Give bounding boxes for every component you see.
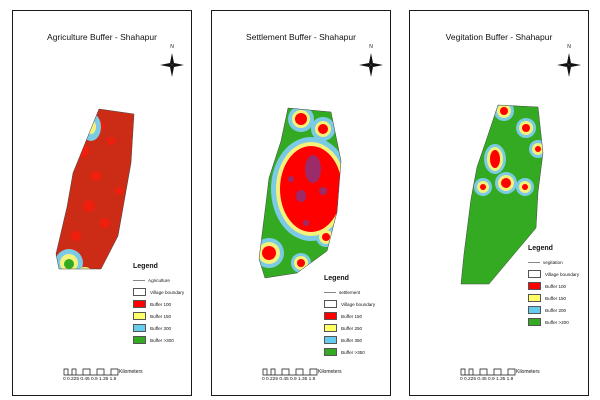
compass-rose-icon (160, 53, 184, 77)
scale-bar-graphic (63, 368, 119, 376)
legend-item: Buffer >350 (324, 346, 375, 358)
agriculture-patches (71, 122, 123, 241)
scale-bar: Kilometers 0 0.225 0.45 0.9 1.35 1.8 (460, 366, 580, 386)
legend-item: Buffer 150 (324, 310, 375, 322)
legend-title: Legend (528, 245, 553, 252)
scale-unit: Kilometers (318, 369, 342, 375)
map-title: Vegitation Buffer - Shahapur (445, 32, 553, 42)
scale-bar-graphic (460, 368, 516, 376)
legend-swatch (133, 324, 146, 332)
map-panel-agriculture: Agriculture Buffer - Shahapur N Le (12, 10, 192, 396)
legend-label: Buffer 100 (545, 283, 567, 289)
legend-label: Buffer >350 (341, 349, 365, 355)
legend-label: Buffer 150 (150, 313, 172, 319)
scale-ticks: 0 0.225 0.45 0.9 1.35 1.8 (63, 377, 117, 382)
legend: Legend vegitation Village boundary Buffe… (528, 245, 579, 328)
legend-line-row: vegitation (528, 256, 579, 268)
legend-boundary-label: Village boundary (150, 289, 185, 295)
buffer-zone-over-300 (64, 259, 74, 269)
legend-item: Buffer 150 (133, 310, 184, 322)
map-title: Agriculture Buffer - Shahapur (47, 32, 157, 42)
compass-rose-icon (557, 53, 581, 77)
scale-ticks: 0 0.225 0.45 0.9 1.35 1.8 (460, 377, 514, 382)
compass-rose-icon (359, 53, 383, 77)
legend-line-label: vegitation (543, 259, 563, 265)
legend-item: Buffer >200 (528, 316, 579, 328)
legend-swatch (528, 306, 541, 314)
legend-swatch (133, 312, 146, 320)
legend-label: Buffer 150 (341, 313, 363, 319)
legend-swatch (133, 300, 146, 308)
legend-label: Buffer 350 (341, 337, 363, 343)
village-boundary (258, 107, 342, 279)
north-label: N (567, 44, 571, 50)
legend-swatch (324, 312, 337, 320)
legend-label: Buffer 100 (150, 301, 172, 307)
village-boundary (55, 108, 135, 270)
buffer-map (258, 107, 342, 279)
scale-unit: Kilometers (119, 369, 143, 375)
north-arrow: N (557, 44, 581, 80)
legend-boundary-row: Village boundary (528, 268, 579, 280)
scale-bar-graphic (262, 368, 318, 376)
legend-boundary-label: Village boundary (545, 271, 580, 277)
legend-line-label: settlement (339, 289, 361, 295)
legend-swatch (133, 336, 146, 344)
legend-line-row: Agriculture (133, 274, 184, 286)
legend-swatch (528, 282, 541, 290)
legend-line-label: Agriculture (148, 277, 170, 283)
legend-item: Buffer 200 (528, 304, 579, 316)
legend: Legend settlement Village boundary Buffe… (324, 275, 375, 358)
legend-label: Buffer 200 (545, 307, 567, 313)
legend-item: Buffer 100 (133, 298, 184, 310)
village-boundary (460, 104, 544, 285)
legend-title: Legend (133, 263, 158, 270)
scale-unit: Kilometers (516, 369, 540, 375)
scale-bar: Kilometers 0 0.225 0.45 0.9 1.35 1.8 (262, 366, 382, 386)
legend-swatch (528, 318, 541, 326)
buffer-zone-150 (86, 120, 96, 134)
buffer-zone-150 (262, 113, 341, 267)
map-panel-settlement: Settlement Buffer - Shahapur N (211, 10, 391, 396)
legend-item: Buffer 250 (324, 322, 375, 334)
buffer-zone-300 (81, 113, 101, 141)
legend-label: Buffer 250 (341, 325, 363, 331)
legend-line-row: settlement (324, 286, 375, 298)
legend-item: Buffer 100 (528, 280, 579, 292)
buffer-map (460, 104, 544, 285)
settlement-patches (288, 155, 327, 226)
legend-boundary-label: Village boundary (341, 301, 376, 307)
legend-label: Buffer >300 (150, 337, 174, 343)
scale-bar: Kilometers 0 0.225 0.45 0.9 1.35 1.8 (63, 366, 183, 386)
buffer-map (55, 108, 135, 270)
legend-item: Buffer 350 (324, 334, 375, 346)
north-label: N (369, 44, 373, 50)
north-arrow: N (359, 44, 383, 80)
scale-ticks: 0 0.225 0.45 0.9 1.35 1.8 (262, 377, 316, 382)
north-label: N (170, 44, 174, 50)
legend-label: Buffer 300 (150, 325, 172, 331)
legend-item: Buffer >300 (133, 334, 184, 346)
north-arrow: N (160, 44, 184, 80)
legend-label: Buffer >200 (545, 319, 569, 325)
legend: Legend Agriculture Village boundary Buff… (133, 263, 184, 346)
legend-item: Buffer 150 (528, 292, 579, 304)
legend-item: Buffer 300 (133, 322, 184, 334)
legend-swatch (324, 324, 337, 332)
legend-boundary-row: Village boundary (324, 298, 375, 310)
legend-swatch (528, 294, 541, 302)
legend-label: Buffer 150 (545, 295, 567, 301)
legend-boundary-row: Village boundary (133, 286, 184, 298)
map-panel-vegetation: Vegitation Buffer - Shahapur N (409, 10, 589, 396)
buffer-zone-100 (480, 107, 541, 190)
legend-swatch (324, 348, 337, 356)
map-title: Settlement Buffer - Shahapur (246, 32, 356, 42)
legend-swatch (324, 336, 337, 344)
legend-title: Legend (324, 275, 349, 282)
